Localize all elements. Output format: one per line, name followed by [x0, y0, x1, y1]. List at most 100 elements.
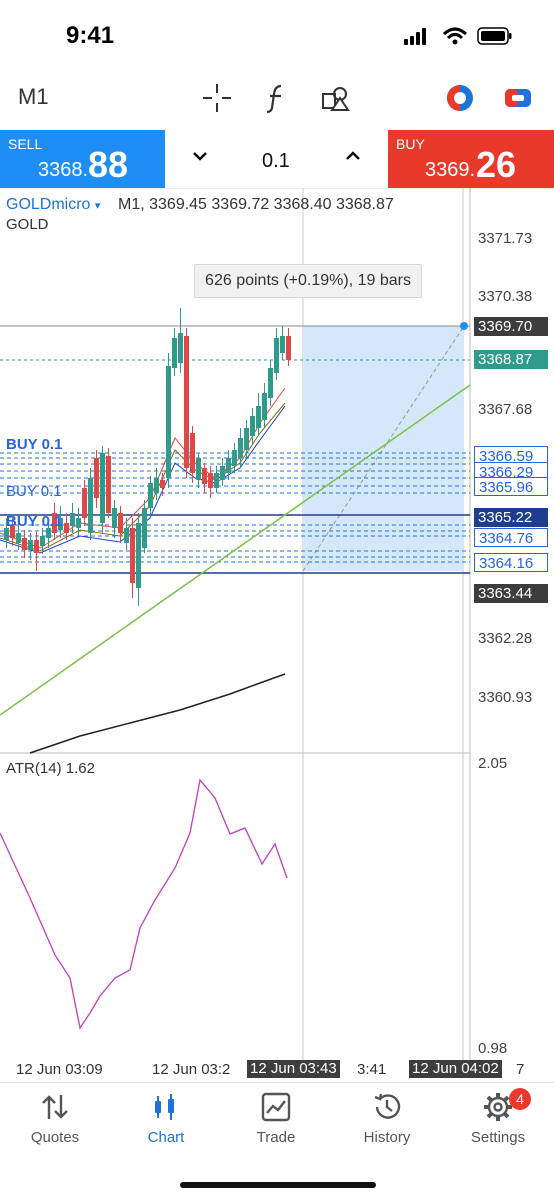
price-tag: 3365.22 [474, 508, 548, 527]
chart-icon [155, 1094, 174, 1120]
ohlc-readout: M1, 3369.45 3369.72 3368.40 3368.87 [118, 196, 394, 213]
candle-body [232, 450, 237, 466]
history-icon [374, 1093, 401, 1119]
candle-body [94, 458, 99, 498]
candle-body [130, 528, 135, 583]
volume-field[interactable]: 0.1 [262, 150, 290, 172]
candle-body [286, 336, 291, 360]
candle-body [106, 456, 111, 513]
y-axis-label: 3367.68 [478, 401, 533, 418]
sell-price-small: 3368. [38, 159, 89, 181]
timeframe-selector[interactable]: M1 [18, 84, 49, 109]
candle-body [22, 538, 27, 550]
nav-label: Quotes [30, 1129, 80, 1146]
indicator-y-bottom: 0.98 [478, 1040, 508, 1057]
sell-label: SELL [8, 136, 43, 152]
objects-icon[interactable] [320, 82, 352, 114]
candle-body [148, 483, 153, 508]
candle-body [196, 458, 201, 480]
status-time: 9:41 [66, 22, 115, 49]
candlesticks [4, 308, 291, 606]
candle-body [88, 478, 93, 533]
candle-body [280, 336, 285, 353]
x-axis-crosshair-tag: 12 Jun 04:02 [409, 1060, 502, 1078]
chevron-up-icon [346, 151, 360, 160]
trade-icon [261, 1092, 291, 1122]
candle-body [238, 438, 243, 458]
candle-body [172, 338, 177, 368]
quotes-icon [42, 1095, 68, 1119]
buy-order-marker[interactable]: BUY 0.1 [6, 483, 62, 500]
candle-body [40, 536, 45, 546]
symbol-selector[interactable]: GOLDmicro ▾ [6, 196, 100, 214]
buy-price-small: 3369. [425, 159, 476, 181]
candle-body [28, 540, 33, 550]
candle-body [154, 478, 159, 493]
candle-body [262, 393, 267, 420]
nav-history[interactable]: History [337, 1091, 437, 1146]
candle-body [202, 468, 207, 484]
ruler-selection-box [303, 326, 464, 571]
candle-body [82, 488, 87, 518]
candle-body [268, 368, 273, 398]
gear-icon [484, 1093, 512, 1121]
price-tag: 3363.44 [474, 584, 548, 603]
candle-body [274, 338, 279, 373]
candle-body [124, 528, 129, 543]
candle-body [226, 458, 231, 473]
candle-body [220, 466, 225, 480]
nav-chart[interactable]: Chart [116, 1091, 216, 1146]
nav-label: History [363, 1129, 411, 1146]
cellular-signal-icon [404, 27, 512, 45]
price-tag: 3369.70 [474, 317, 548, 336]
symbol-name: GOLDmicro [6, 196, 91, 213]
candle-body [70, 513, 75, 526]
candle-body [100, 453, 105, 523]
candle-body [166, 366, 171, 478]
bottom-navigation: Quotes Chart Trade History Settings [0, 1082, 554, 1200]
connect-icon[interactable] [502, 82, 534, 114]
candle-body [4, 528, 9, 540]
nav-label: Chart [147, 1129, 185, 1146]
buy-button[interactable]: BUY 3369. 26 [388, 130, 554, 188]
y-axis-label: 3371.73 [478, 230, 533, 247]
candle-body [52, 513, 57, 533]
buy-order-marker[interactable]: BUY 0.1 [6, 436, 63, 453]
candle-body [190, 433, 195, 473]
price-tag: 3368.87 [474, 350, 548, 369]
nav-settings[interactable]: Settings [448, 1091, 548, 1146]
volume-increase-button[interactable] [343, 146, 363, 172]
candle-body [160, 480, 165, 488]
candle-body [16, 533, 21, 543]
candle-body [46, 528, 51, 538]
candle-body [112, 508, 117, 528]
x-axis-label-tail: 7 [516, 1061, 525, 1078]
moving-average-blue [0, 405, 286, 554]
symbol-description: GOLD [6, 216, 49, 233]
candle-body [178, 333, 183, 363]
nav-label: Settings [470, 1129, 526, 1146]
buy-order-marker[interactable]: BUY 0.1 [6, 513, 63, 530]
price-chart[interactable] [0, 188, 554, 1082]
home-indicator [180, 1182, 376, 1188]
buy-price-big: 26 [476, 144, 517, 185]
function-icon[interactable] [261, 82, 293, 114]
symbol-dropdown-icon: ▾ [94, 200, 101, 212]
chevron-down-icon [193, 152, 207, 161]
candle-body [244, 428, 249, 450]
sell-price-big: 88 [88, 144, 129, 185]
x-axis-label: 12 Jun 03:2 [152, 1061, 231, 1078]
sell-button[interactable]: SELL 3368. 88 [0, 130, 165, 188]
candle-body [142, 508, 147, 548]
atr-line [0, 778, 288, 1030]
trendline [0, 384, 471, 716]
volume-decrease-button[interactable] [190, 146, 210, 172]
crosshair-icon[interactable] [201, 82, 233, 114]
nav-quotes[interactable]: Quotes [5, 1091, 105, 1146]
candle-body [34, 540, 39, 553]
y-axis-label: 3362.28 [478, 630, 533, 647]
nav-trade[interactable]: Trade [226, 1091, 326, 1146]
mt-logo-icon[interactable] [444, 82, 476, 114]
moving-average-slow [29, 673, 286, 754]
candle-body [256, 406, 261, 428]
